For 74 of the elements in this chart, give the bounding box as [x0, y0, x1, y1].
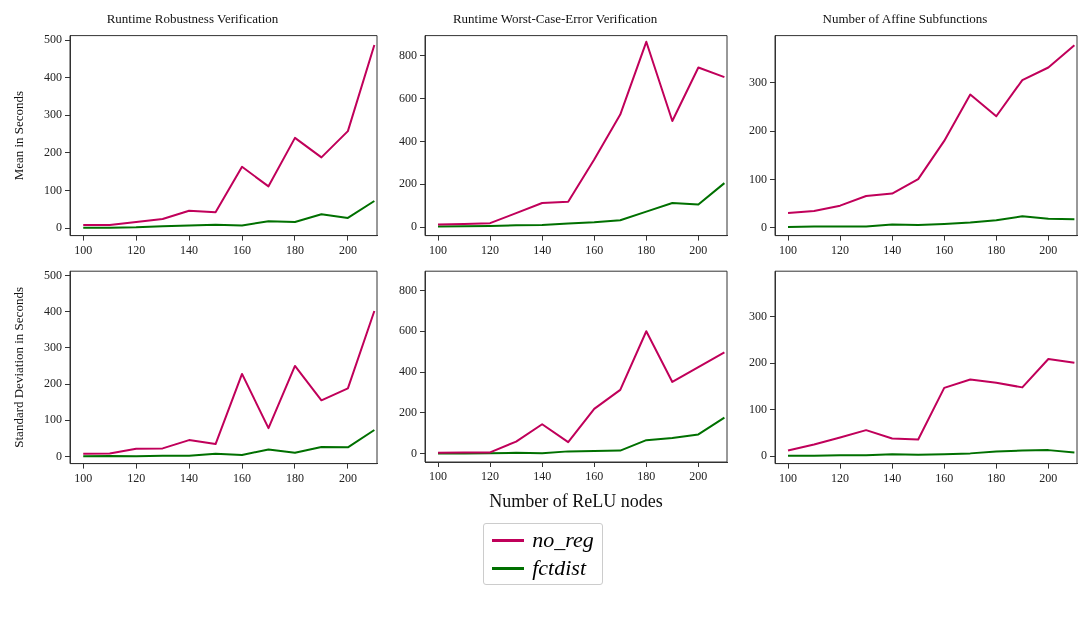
- y-tick-label: 200: [44, 376, 62, 391]
- y-tick-label: 400: [44, 303, 62, 318]
- x-tick-label: 200: [1039, 470, 1058, 485]
- x-tick-label: 100: [429, 242, 448, 257]
- x-axis-title: Number of ReLU nodes: [489, 490, 663, 511]
- y-tick-label: 400: [399, 133, 417, 148]
- x-tick-label: 120: [127, 470, 146, 485]
- y-tick-label: 200: [749, 355, 767, 370]
- y-tick-label: 200: [399, 405, 417, 420]
- x-tick-label: 140: [180, 242, 199, 257]
- x-tick-label: 140: [533, 242, 552, 257]
- y-tick-label: 500: [44, 32, 62, 47]
- y-tick-label: 300: [44, 107, 62, 122]
- y-tick-label: 600: [399, 323, 417, 338]
- y-tick-label: 200: [399, 176, 417, 191]
- x-tick-label: 120: [481, 469, 500, 484]
- legend-label: no_reg: [532, 526, 594, 554]
- x-tick-label: 180: [987, 242, 1006, 257]
- x-tick-label: 160: [585, 242, 604, 257]
- x-tick-label: 120: [831, 470, 850, 485]
- x-tick-label: 120: [831, 242, 850, 257]
- x-tick-label: 200: [1039, 242, 1058, 257]
- chart-title: Runtime Worst-Case-Error Verification: [452, 11, 658, 27]
- x-tick-label: 160: [935, 242, 954, 257]
- y-tick-label: 0: [56, 220, 62, 235]
- y-tick-label: 800: [399, 282, 417, 297]
- x-tick-label: 200: [338, 470, 357, 485]
- y-tick-label: 500: [44, 267, 62, 282]
- x-tick-label: 180: [637, 242, 656, 257]
- y-tick-label: 0: [411, 445, 417, 460]
- x-tick-label: 160: [935, 470, 954, 485]
- x-tick-label: 100: [74, 242, 93, 257]
- x-tick-label: 100: [74, 470, 93, 485]
- x-tick-label: 200: [689, 242, 708, 257]
- y-tick-label: 0: [56, 448, 62, 463]
- y-tick-label: 300: [749, 308, 767, 323]
- x-tick-label: 180: [285, 470, 304, 485]
- x-tick-label: 200: [689, 469, 708, 484]
- x-tick-label: 100: [779, 470, 798, 485]
- y-tick-label: 100: [44, 412, 62, 427]
- x-tick-label: 140: [883, 242, 902, 257]
- x-tick-label: 180: [987, 470, 1006, 485]
- x-tick-label: 140: [180, 470, 199, 485]
- x-tick-label: 180: [637, 469, 656, 484]
- y-axis-title: Standard Deviation in Seconds: [11, 287, 27, 448]
- x-tick-label: 180: [285, 242, 304, 257]
- y-tick-label: 100: [44, 182, 62, 197]
- y-tick-label: 300: [44, 340, 62, 355]
- y-tick-label: 800: [399, 47, 417, 62]
- x-tick-label: 100: [429, 469, 448, 484]
- y-tick-label: 300: [749, 75, 767, 90]
- y-tick-label: 600: [399, 90, 417, 105]
- x-tick-label: 160: [585, 469, 604, 484]
- x-tick-label: 120: [481, 242, 500, 257]
- x-tick-label: 140: [533, 469, 552, 484]
- y-tick-label: 0: [761, 220, 767, 235]
- y-tick-label: 100: [749, 171, 767, 186]
- y-tick-label: 100: [749, 401, 767, 416]
- x-tick-label: 160: [233, 470, 252, 485]
- y-tick-label: 200: [749, 123, 767, 138]
- chart-title: Number of Affine Subfunctions: [822, 11, 988, 27]
- y-tick-label: 400: [44, 69, 62, 84]
- chart-title: Runtime Robustness Verification: [106, 11, 279, 27]
- x-tick-label: 120: [127, 242, 146, 257]
- legend-label: fctdist: [532, 554, 587, 582]
- x-tick-label: 200: [338, 242, 357, 257]
- x-tick-label: 140: [883, 470, 902, 485]
- y-tick-label: 0: [761, 448, 767, 463]
- x-tick-label: 100: [779, 242, 798, 257]
- y-axis-title: Mean in Seconds: [11, 90, 27, 181]
- y-tick-label: 0: [411, 219, 417, 234]
- x-tick-label: 160: [233, 242, 252, 257]
- y-tick-label: 200: [44, 145, 62, 160]
- y-tick-label: 400: [399, 364, 417, 379]
